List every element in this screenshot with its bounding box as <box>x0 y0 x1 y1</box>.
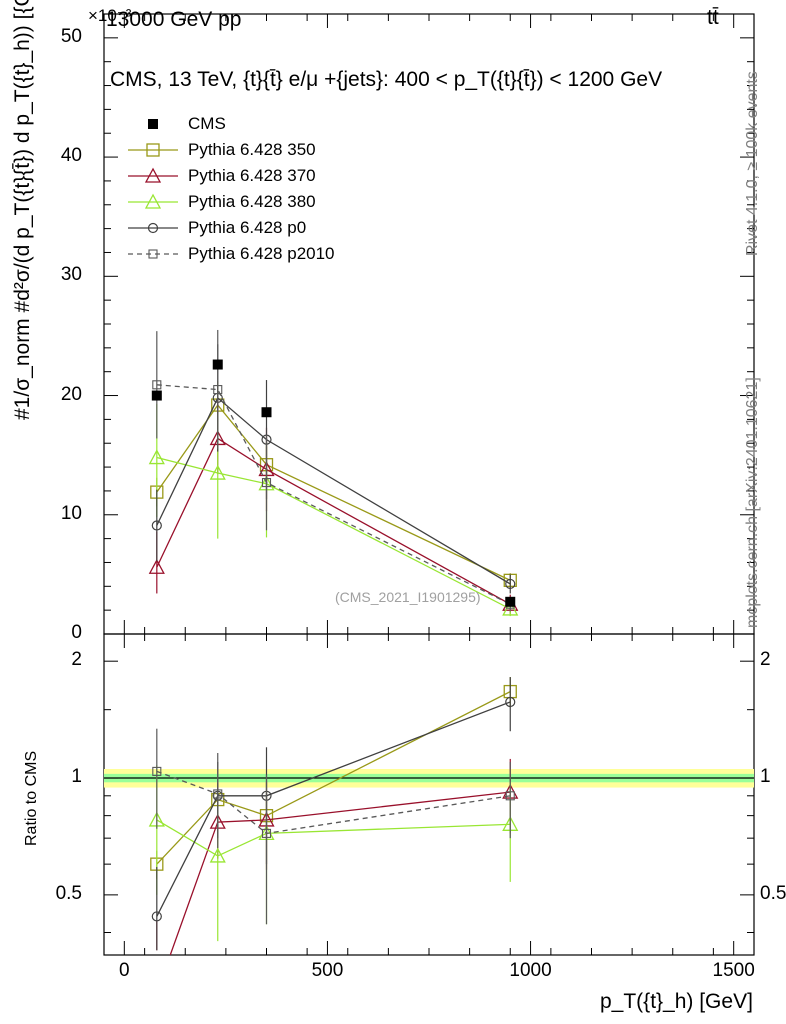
series-3-point <box>151 520 162 531</box>
energy-label: 13000 GeV pp <box>106 8 242 31</box>
y-tick-label: 10 <box>60 502 82 524</box>
series-1-line <box>156 437 511 605</box>
main-series <box>148 329 519 617</box>
x-axis-label: p_T({t}_h) [GeV] <box>600 990 753 1013</box>
mcplots-label: mcplots.cern.ch [arXiv:2401.10621] <box>744 377 761 628</box>
series-1-ratio-line <box>169 791 511 955</box>
legend-marker-3 <box>147 222 159 234</box>
legend-label-p0: Pythia 6.428 p0 <box>188 218 307 237</box>
ratio-tick-label-right: 1 <box>760 766 771 788</box>
series-1-point <box>148 558 165 574</box>
series-3-ratio-point <box>151 911 162 922</box>
y-tick-label: 40 <box>60 145 82 167</box>
legend-label-p2010: Pythia 6.428 p2010 <box>188 244 335 263</box>
exponent-label: ×10⁻³ <box>88 6 132 25</box>
series-4-point <box>213 385 223 395</box>
cms-data-point <box>261 407 272 418</box>
ratio-frame <box>103 633 755 956</box>
series-3-ratio-point <box>505 696 516 708</box>
series-3-point <box>505 578 516 590</box>
series-4-point <box>261 478 272 488</box>
legend-label-380: Pythia 6.428 380 <box>188 192 316 211</box>
series-4-line <box>156 384 511 605</box>
ratio-tick-label: 1 <box>71 766 82 788</box>
legend-label-cms: CMS <box>188 114 226 133</box>
legend-marker-2 <box>144 193 162 209</box>
series-2-ratio-point <box>209 847 226 863</box>
legend-marker-1 <box>144 167 162 183</box>
legend-marker-cms <box>148 119 158 129</box>
y-axis-label: #1/σ_norm #d²σ/(d p_T({t}{t̄}) d p_T({t}… <box>11 0 34 420</box>
cms-data-point <box>505 596 516 607</box>
x-tick-label: 500 <box>311 960 344 981</box>
cms-data-point <box>151 390 162 401</box>
ratio-tick-label: 0.5 <box>55 882 82 904</box>
x-tick-label: 1000 <box>509 960 552 981</box>
legend-markers <box>128 119 178 259</box>
x-tick-label: 1500 <box>712 960 755 981</box>
series-3-line <box>156 396 511 585</box>
series-4-ratio-point <box>213 789 223 799</box>
series-2-point <box>209 464 226 480</box>
legend-label-370: Pythia 6.428 370 <box>188 166 316 185</box>
ratio-tick-label-right: 0.5 <box>760 882 786 904</box>
y-tick-label: 20 <box>60 383 82 405</box>
y-tick-label: 0 <box>71 622 82 643</box>
y-tick-label: 50 <box>60 25 82 47</box>
legend-label-350: Pythia 6.428 350 <box>188 140 316 159</box>
cms-data-point <box>212 359 223 370</box>
x-tick-label: 0 <box>119 960 130 981</box>
legend-marker-4 <box>148 249 158 259</box>
ratio-series <box>148 677 519 999</box>
analysis-watermark: (CMS_2021_I1901295) <box>335 589 481 605</box>
chart-title: CMS, 13 TeV, {t}{t̄} e/μ +{jets}: 400 < … <box>110 68 663 91</box>
ratio-tick-label: 2 <box>71 649 82 671</box>
main-frame <box>103 13 755 635</box>
series-0-line <box>156 404 511 581</box>
ratio-panel <box>103 633 755 999</box>
series-2-point <box>148 449 165 465</box>
series-2-ratio-line <box>156 819 511 857</box>
series-0-ratio-line <box>156 691 511 865</box>
series-4-ratio-point <box>505 791 515 801</box>
process-label: tt̄ <box>707 6 719 29</box>
legend-marker-0 <box>146 143 160 157</box>
series-4-point <box>152 380 162 390</box>
series-1-ratio-point <box>150 986 164 999</box>
series-3-ratio-line <box>156 701 511 917</box>
series-2-line <box>156 456 511 610</box>
series-4-ratio-point <box>261 828 272 838</box>
series-4-ratio-point <box>152 766 162 776</box>
y-tick-label: 30 <box>60 264 82 286</box>
rivet-label: Rivet 4.1.0, ≥ 100k events <box>744 71 761 256</box>
ratio-tick-label-right: 2 <box>760 649 771 671</box>
